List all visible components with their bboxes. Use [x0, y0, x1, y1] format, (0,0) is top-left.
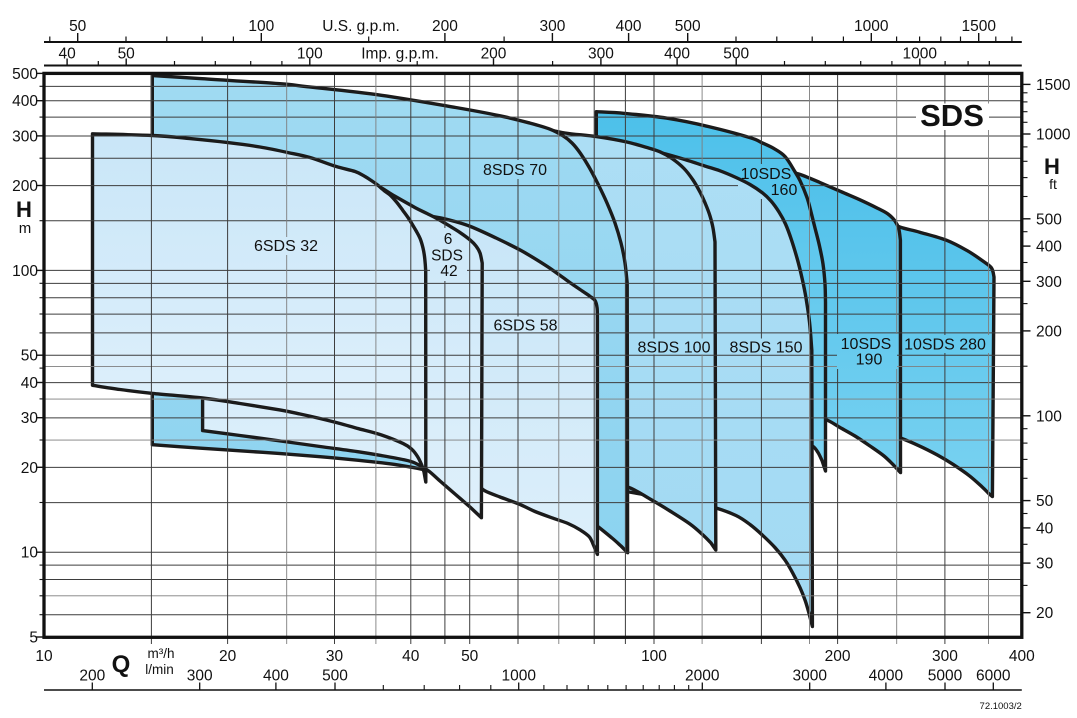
svg-text:6SDS 32: 6SDS 32 [254, 238, 318, 255]
svg-text:10SDS 280: 10SDS 280 [904, 337, 986, 354]
svg-text:300: 300 [187, 668, 213, 685]
svg-text:200: 200 [12, 178, 38, 195]
svg-text:40: 40 [21, 375, 39, 392]
svg-text:20: 20 [1036, 605, 1054, 622]
svg-text:40: 40 [1036, 520, 1054, 537]
svg-text:1000: 1000 [854, 18, 889, 35]
svg-text:500: 500 [322, 668, 348, 685]
svg-text:50: 50 [461, 648, 479, 665]
svg-text:190: 190 [856, 352, 883, 369]
svg-text:400: 400 [12, 93, 38, 110]
svg-text:300: 300 [932, 648, 958, 665]
svg-text:5000: 5000 [928, 668, 963, 685]
svg-text:1000: 1000 [1036, 127, 1071, 144]
svg-text:300: 300 [1036, 274, 1062, 291]
svg-text:10SDS: 10SDS [841, 336, 892, 353]
svg-text:1000: 1000 [501, 668, 536, 685]
svg-text:100: 100 [248, 18, 274, 35]
svg-text:400: 400 [1036, 239, 1062, 256]
svg-text:100: 100 [297, 46, 323, 63]
svg-text:160: 160 [771, 182, 798, 199]
svg-text:500: 500 [12, 66, 38, 83]
svg-text:1000: 1000 [903, 46, 938, 63]
svg-text:10: 10 [35, 648, 53, 665]
svg-text:1500: 1500 [961, 18, 996, 35]
svg-text:400: 400 [664, 46, 690, 63]
svg-text:400: 400 [616, 18, 642, 35]
svg-text:6000: 6000 [976, 668, 1011, 685]
svg-text:H: H [16, 197, 32, 222]
svg-text:Imp. g.p.m.: Imp. g.p.m. [361, 46, 439, 63]
svg-text:U.S. g.p.m.: U.S. g.p.m. [322, 18, 400, 35]
svg-text:100: 100 [641, 648, 667, 665]
svg-text:500: 500 [675, 18, 701, 35]
svg-text:50: 50 [69, 18, 87, 35]
svg-text:Q: Q [112, 651, 131, 678]
svg-text:20: 20 [21, 460, 39, 477]
svg-text:m: m [19, 220, 32, 237]
svg-text:300: 300 [539, 18, 565, 35]
svg-text:400: 400 [1009, 648, 1035, 665]
svg-text:1500: 1500 [1036, 77, 1071, 94]
svg-text:200: 200 [481, 46, 507, 63]
svg-text:500: 500 [1036, 211, 1062, 228]
svg-text:30: 30 [1036, 556, 1054, 573]
svg-text:300: 300 [588, 46, 614, 63]
svg-text:3000: 3000 [792, 668, 827, 685]
svg-text:20: 20 [219, 648, 237, 665]
svg-text:5: 5 [29, 630, 38, 647]
svg-text:SDS: SDS [920, 98, 984, 133]
svg-text:m³/h: m³/h [148, 646, 175, 661]
svg-text:200: 200 [825, 648, 851, 665]
svg-text:500: 500 [723, 46, 749, 63]
svg-text:ft: ft [1049, 176, 1057, 192]
svg-text:42: 42 [440, 263, 457, 280]
svg-text:10SDS: 10SDS [741, 166, 792, 183]
svg-text:8SDS 100: 8SDS 100 [638, 340, 711, 357]
svg-text:100: 100 [1036, 408, 1062, 425]
svg-text:300: 300 [12, 128, 38, 145]
svg-text:8SDS 70: 8SDS 70 [483, 162, 547, 179]
svg-text:8SDS 150: 8SDS 150 [730, 340, 803, 357]
svg-text:l/min: l/min [145, 662, 174, 677]
svg-text:4000: 4000 [869, 668, 904, 685]
svg-text:6SDS 58: 6SDS 58 [493, 318, 557, 335]
svg-text:72.1003/2: 72.1003/2 [980, 701, 1022, 712]
svg-text:50: 50 [1036, 493, 1054, 510]
svg-text:100: 100 [12, 263, 38, 280]
svg-text:6: 6 [444, 231, 453, 248]
svg-text:200: 200 [79, 668, 105, 685]
svg-text:50: 50 [21, 348, 39, 365]
svg-text:40: 40 [402, 648, 420, 665]
svg-text:40: 40 [58, 46, 76, 63]
svg-text:200: 200 [432, 18, 458, 35]
svg-text:2000: 2000 [685, 668, 720, 685]
svg-text:30: 30 [21, 410, 39, 427]
svg-text:200: 200 [1036, 323, 1062, 340]
svg-text:SDS: SDS [431, 248, 463, 265]
svg-text:400: 400 [263, 668, 289, 685]
svg-text:10: 10 [21, 545, 39, 562]
svg-text:H: H [1044, 154, 1060, 179]
svg-text:30: 30 [326, 648, 344, 665]
svg-text:50: 50 [118, 46, 136, 63]
